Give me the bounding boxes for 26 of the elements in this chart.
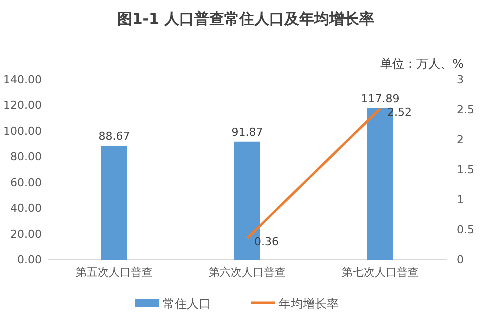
y2-tick-label: 2.5 [457, 104, 474, 117]
y-tick-label: 0.00 [18, 254, 42, 267]
y2-tick-label: 2 [457, 134, 464, 147]
y-tick-label: 140.00 [4, 74, 42, 87]
data-label: 88.67 [98, 130, 130, 143]
y-tick-label: 100.00 [4, 124, 42, 138]
bar [102, 146, 128, 260]
y-tick-label: 120.00 [4, 99, 42, 112]
y2-tick-label: 0 [457, 254, 464, 267]
y-tick-label: 40.00 [10, 202, 42, 216]
legend-label: 常住人口 [163, 297, 211, 311]
x-tick-label: 第六次人口普查 [209, 266, 286, 279]
y2-tick-label: 1.5 [457, 164, 474, 177]
data-label: 117.89 [361, 92, 400, 106]
x-tick-label: 第七次人口普查 [342, 266, 419, 279]
data-label: 91.87 [232, 126, 264, 139]
x-tick-label: 第五次人口普查 [76, 266, 153, 279]
y-tick-label: 80.00 [10, 150, 42, 164]
y-tick-label: 60.00 [10, 176, 42, 190]
text: 单位：万人、% [380, 57, 464, 71]
y2-tick-label: 3 [457, 74, 464, 87]
y2-tick-label: 0.5 [457, 224, 474, 237]
legend-label: 年均增长率 [279, 297, 339, 311]
y-tick-label: 20.00 [10, 228, 42, 241]
chart-title: 图1-1 人口普查常住人口及年均增长率 [117, 10, 375, 28]
y2-tick-label: 1 [457, 194, 464, 207]
